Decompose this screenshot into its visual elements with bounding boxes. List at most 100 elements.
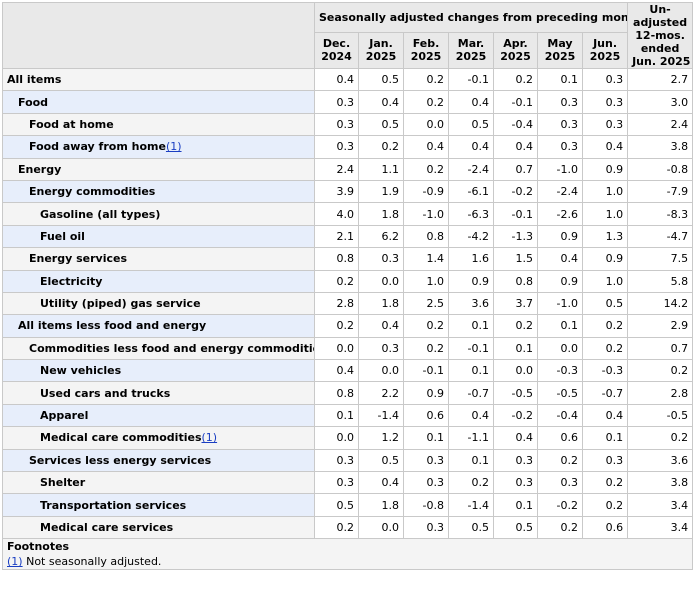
monthly-change-cell: 0.3	[493, 471, 538, 495]
table-row: All items less food and energy 0.2 0.4 0.2 0…	[2, 314, 694, 338]
unadjusted-value-cell: -8.3	[627, 202, 694, 226]
monthly-change-cell: 0.3	[403, 448, 449, 473]
monthly-change-cell: 2.4	[314, 157, 359, 181]
monthly-change-cell: 0.4	[358, 314, 404, 338]
month-year: 2025	[410, 50, 442, 64]
row-label: Used cars and trucks	[40, 386, 171, 400]
monthly-change-cell: -0.3	[581, 359, 629, 383]
monthly-change-cell: 0.5	[358, 67, 404, 92]
monthly-change-cell: 2.5	[403, 291, 449, 316]
monthly-change-cell: -0.4	[493, 112, 538, 137]
monthly-change-cell: 0.5	[448, 112, 494, 137]
monthly-change-cell: 0.1	[448, 448, 494, 473]
monthly-change-cell: 0.8	[314, 381, 359, 405]
monthly-change-cell: 0.3	[537, 471, 583, 495]
unadjusted-value-cell: 3.8	[627, 471, 694, 495]
monthly-change-cell: 3.6	[448, 291, 494, 316]
monthly-change-cell: 0.3	[537, 90, 583, 114]
row-label-cell: Energy	[2, 157, 315, 181]
monthly-change-cell: 0.2	[537, 515, 583, 540]
footnote-text: Not seasonally adjusted.	[22, 555, 162, 569]
monthly-change-cell: 0.8	[314, 247, 359, 271]
month-header: Jun. 2025	[581, 31, 629, 70]
table-row: Services less energy services 0.3 0.5 0.3 0.…	[2, 448, 694, 473]
monthly-change-cell: 0.5	[448, 515, 494, 540]
unadjusted-header-line: ended	[640, 42, 680, 55]
monthly-change-cell: 0.8	[403, 224, 449, 249]
monthly-change-cell: -0.8	[403, 493, 449, 517]
monthly-change-cell: 0.6	[581, 515, 629, 540]
monthly-change-cell: 1.1	[358, 157, 404, 181]
monthly-change-cell: -1.4	[448, 493, 494, 517]
footnote-ref-link[interactable]: (1)	[201, 431, 218, 445]
monthly-change-cell: -1.0	[537, 291, 583, 316]
footnote-marker-link[interactable]: (1)	[7, 555, 23, 569]
row-label-cell: Utility (piped) gas service	[2, 291, 315, 316]
unadjusted-value-cell: 3.8	[627, 135, 694, 159]
header-corner-cell	[2, 2, 315, 69]
monthly-change-cell: -1.3	[493, 224, 538, 249]
monthly-change-cell: 0.3	[403, 515, 449, 540]
monthly-change-cell: 0.0	[314, 426, 359, 450]
month-year: 2025	[589, 50, 621, 64]
monthly-change-cell: -4.2	[448, 224, 494, 249]
month-name: May	[547, 37, 573, 51]
row-label: Medical care services	[40, 521, 174, 534]
footnote-ref-link[interactable]: (1)	[165, 140, 182, 154]
table-row: Medical care commodities(1) 0.0 1.2 0.1 -1.1…	[2, 426, 694, 450]
monthly-change-cell: 0.9	[581, 157, 629, 181]
monthly-change-cell: 0.2	[581, 336, 629, 361]
monthly-change-cell: 1.6	[448, 247, 494, 271]
monthly-change-cell: -0.5	[537, 381, 583, 405]
monthly-change-cell: 0.4	[448, 403, 494, 428]
monthly-change-cell: 0.5	[358, 448, 404, 473]
table-row: Fuel oil 2.1 6.2 0.8 -4.2 -1.3 0.9 1.3 -4.7	[2, 224, 694, 249]
monthly-change-cell: 0.1	[314, 403, 359, 428]
unadjusted-header-line: Un-	[649, 3, 671, 17]
row-label: All items	[7, 73, 62, 87]
unadjusted-value-cell: 3.6	[627, 448, 694, 473]
monthly-change-cell: -0.5	[493, 381, 538, 405]
monthly-change-cell: 0.2	[581, 493, 629, 517]
table-row: Energy 2.4 1.1 0.2 -2.4 0.7 -1.0 0.9 -0.8	[2, 157, 694, 181]
monthly-change-cell: 0.6	[537, 426, 583, 450]
row-label: Fuel oil	[40, 229, 85, 243]
unadjusted-value-cell: -4.7	[627, 224, 694, 249]
row-label: Energy commodities	[29, 185, 156, 199]
monthly-change-cell: 0.5	[358, 112, 404, 137]
monthly-change-cell: -6.1	[448, 179, 494, 204]
monthly-change-cell: 0.2	[403, 67, 449, 92]
row-label: Electricity	[40, 274, 103, 288]
row-label-cell: Apparel	[2, 403, 315, 428]
monthly-change-cell: 1.8	[358, 202, 404, 226]
monthly-change-cell: -0.2	[493, 179, 538, 204]
unadjusted-header-line: adjusted	[633, 16, 688, 29]
table-row: Electricity 0.2 0.0 1.0 0.9 0.8 0.9 1.0 5.8	[2, 269, 694, 293]
monthly-change-cell: 0.9	[537, 269, 583, 293]
monthly-change-cell: 0.2	[314, 515, 359, 540]
table-row: Gasoline (all types) 4.0 1.8 -1.0 -6.3 -0.1 -2…	[2, 202, 694, 226]
unadjusted-header-line: 12-mos.	[635, 29, 685, 42]
monthly-change-cell: 0.3	[581, 90, 629, 114]
monthly-change-cell: 0.1	[581, 426, 629, 450]
monthly-change-cell: 0.5	[581, 291, 629, 316]
month-header: Dec. 2024	[314, 31, 359, 70]
unadjusted-value-cell: 7.5	[627, 247, 694, 271]
row-label-cell: Fuel oil	[2, 224, 315, 249]
monthly-change-cell: -2.4	[448, 157, 494, 181]
monthly-change-cell: 1.0	[403, 269, 449, 293]
monthly-change-cell: 0.3	[537, 135, 583, 159]
unadjusted-value-cell: -0.5	[627, 403, 694, 428]
month-name: Dec.	[322, 37, 351, 51]
table-row: Energy services 0.8 0.3 1.4 1.6 1.5 0.4 0.9 7.5	[2, 247, 694, 271]
monthly-change-cell: 1.0	[581, 269, 629, 293]
table-body: All items 0.4 0.5 0.2 -0.1 0.2 0.1 0.3 2.7 Food 0.…	[2, 67, 694, 540]
monthly-change-cell: 0.2	[493, 67, 538, 92]
footnotes-cell: Footnotes (1) Not seasonally adjusted.	[1, 538, 694, 571]
row-label-cell: Food	[2, 90, 315, 114]
monthly-change-cell: 0.5	[314, 493, 359, 517]
cpi-changes-table: Seasonally adjusted changes from precedi…	[1, 2, 694, 571]
row-label-cell: Electricity	[2, 269, 315, 293]
monthly-change-cell: 2.8	[314, 291, 359, 316]
monthly-change-cell: 0.3	[403, 471, 449, 495]
